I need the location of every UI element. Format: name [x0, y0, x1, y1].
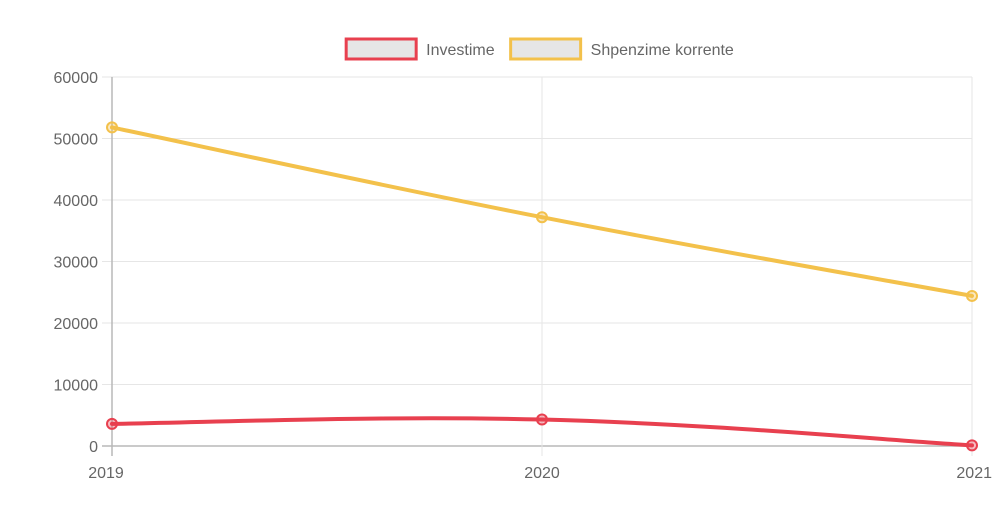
grid: [102, 76, 973, 456]
data-point[interactable]: [106, 121, 118, 134]
data-point[interactable]: [106, 417, 118, 430]
legend-swatch: [344, 37, 418, 61]
data-point[interactable]: [536, 211, 548, 224]
y-tick-label: 20000: [54, 316, 99, 333]
legend-label: Shpenzime korrente: [591, 42, 734, 59]
x-tick-label: 2019: [88, 465, 124, 482]
y-tick-label: 10000: [54, 378, 99, 395]
data-point[interactable]: [966, 289, 978, 302]
x-tick-label: 2021: [956, 465, 992, 482]
legend: Investime Shpenzime korrente: [344, 37, 734, 61]
data-point[interactable]: [536, 413, 548, 426]
legend-swatch: [509, 37, 583, 61]
legend-item[interactable]: Shpenzime korrente: [509, 37, 734, 61]
y-tick-label: 40000: [54, 193, 99, 210]
x-tick-label: 2020: [524, 465, 560, 482]
y-tick-label: 30000: [54, 255, 99, 272]
axes: 0 10000 20000 30000 40000 50000 60000 2019 2020 2…: [54, 70, 993, 482]
data-point[interactable]: [966, 439, 978, 452]
y-tick-label: 50000: [54, 132, 99, 149]
y-tick-label: 0: [89, 439, 98, 456]
series: [106, 121, 978, 452]
y-tick-label: 60000: [54, 70, 99, 87]
legend-label: Investime: [426, 42, 495, 59]
legend-item[interactable]: Investime: [344, 37, 495, 61]
series-line: [110, 416, 974, 448]
series-line: [110, 125, 974, 298]
